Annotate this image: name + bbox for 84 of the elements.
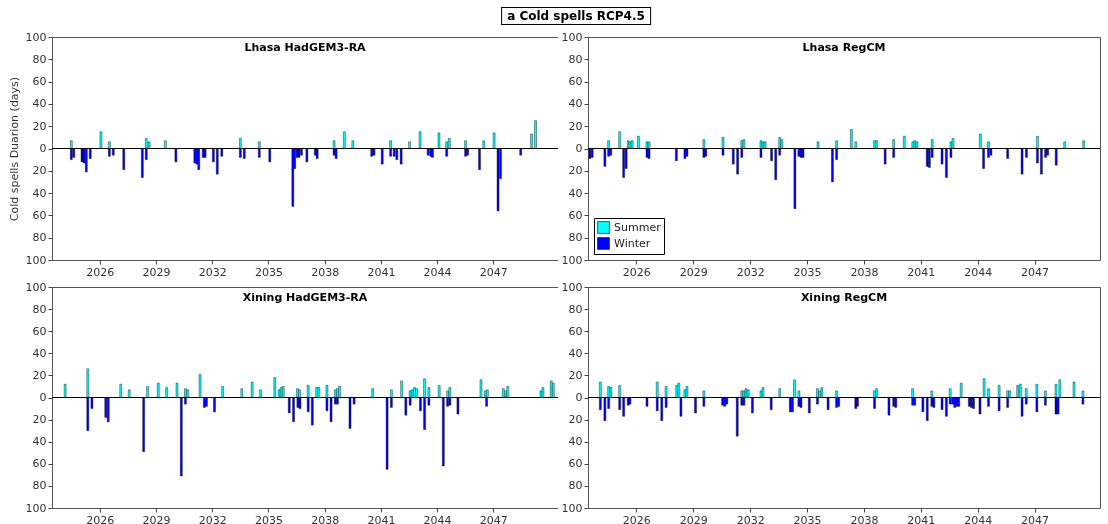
y-tick-label: 100	[561, 280, 583, 294]
y-tick-label: 100	[25, 501, 47, 515]
chart-title: Lhasa RegCM	[802, 41, 886, 54]
x-tick-label: 2044	[423, 513, 452, 524]
chart-title: Lhasa HadGEM3-RA	[244, 41, 367, 54]
x-tick-label: 2029	[142, 265, 171, 279]
x-tick-label: 2044	[964, 265, 993, 279]
x-tick-label: 2026	[622, 513, 651, 524]
y-tick-label: 20	[568, 119, 583, 133]
x-tick-label: 2038	[311, 265, 340, 279]
text: a Cold spells RCP4.5	[501, 7, 651, 25]
x-tick-label: 2047	[1021, 513, 1050, 524]
y-tick-label: 80	[32, 52, 47, 66]
y-tick-label: 100	[25, 253, 47, 267]
y-tick-label: 40	[568, 435, 583, 449]
x-tick-label: 2026	[622, 265, 651, 279]
y-tick-label: 40	[32, 186, 47, 200]
y-tick-label: 100	[25, 30, 47, 44]
x-tick-label: 2029	[679, 513, 708, 524]
y-tick-label: 40	[568, 346, 583, 360]
y-tick-label: 0	[39, 391, 47, 404]
y-tick-label: 20	[568, 164, 583, 178]
y-tick-label: 80	[32, 479, 47, 493]
y-tick-label: 0	[575, 142, 583, 155]
chart-title: Xining HadGEM3-RA	[242, 291, 368, 304]
y-tick-label: 60	[568, 457, 583, 471]
y-tick-label: 40	[568, 186, 583, 200]
y-tick-label: 60	[32, 324, 47, 338]
x-tick-label: 2032	[736, 265, 765, 279]
x-tick-label: 2032	[736, 513, 765, 524]
x-tick-label: 2041	[367, 265, 396, 279]
y-tick-label: 0	[39, 142, 47, 155]
x-tick-label: 2044	[423, 265, 452, 279]
x-tick-label: 2035	[793, 265, 822, 279]
y-tick-label: 20	[32, 164, 47, 178]
legend-label: Winter	[614, 236, 651, 250]
y-tick-label: 20	[32, 413, 47, 427]
y-tick-label: 40	[32, 435, 47, 449]
y-tick-label: 100	[561, 501, 583, 515]
y-tick-label: 80	[568, 231, 583, 245]
y-tick-label: 60	[32, 457, 47, 471]
x-tick-label: 2038	[850, 265, 879, 279]
x-tick-label: 2041	[907, 265, 936, 279]
y-tick-label: 80	[568, 302, 583, 316]
y-axis-title: Cold spells Duarion (days)	[7, 76, 21, 222]
y-tick-label: 80	[568, 52, 583, 66]
y-tick-label: 80	[32, 302, 47, 316]
x-tick-label: 2035	[254, 265, 283, 279]
x-tick-label: 2035	[793, 513, 822, 524]
y-tick-label: 40	[32, 97, 47, 111]
x-tick-label: 2026	[86, 513, 115, 524]
x-tick-label: 2038	[850, 513, 879, 524]
y-tick-label: 60	[568, 208, 583, 222]
x-tick-label: 2044	[964, 513, 993, 524]
x-tick-label: 2035	[254, 513, 283, 524]
legend-label: Summer	[614, 220, 662, 234]
y-tick-label: 60	[32, 208, 47, 222]
x-tick-label: 2029	[142, 513, 171, 524]
y-tick-label: 20	[568, 413, 583, 427]
y-tick-label: 40	[32, 346, 47, 360]
x-tick-label: 2047	[1021, 265, 1050, 279]
x-tick-label: 2041	[907, 513, 936, 524]
y-tick-label: 60	[568, 324, 583, 338]
x-tick-label: 2047	[479, 265, 508, 279]
x-tick-label: 2041	[367, 513, 396, 524]
x-tick-label: 2032	[198, 265, 227, 279]
y-tick-label: 60	[568, 75, 583, 89]
y-tick-label: 100	[561, 30, 583, 44]
x-tick-label: 2032	[198, 513, 227, 524]
x-tick-label: 2026	[86, 265, 115, 279]
y-tick-label: 20	[32, 119, 47, 133]
y-tick-label: 80	[568, 479, 583, 493]
x-tick-label: 2047	[479, 513, 508, 524]
y-tick-label: 0	[575, 391, 583, 404]
x-tick-label: 2029	[679, 265, 708, 279]
y-tick-label: 40	[568, 97, 583, 111]
chart-title: Xining RegCM	[800, 291, 888, 304]
y-tick-label: 60	[32, 75, 47, 89]
y-tick-label: 20	[32, 368, 47, 382]
y-tick-label: 100	[25, 280, 47, 294]
y-tick-label: 20	[568, 368, 583, 382]
y-tick-label: 100	[561, 253, 583, 267]
x-tick-label: 2038	[311, 513, 340, 524]
y-tick-label: 80	[32, 231, 47, 245]
